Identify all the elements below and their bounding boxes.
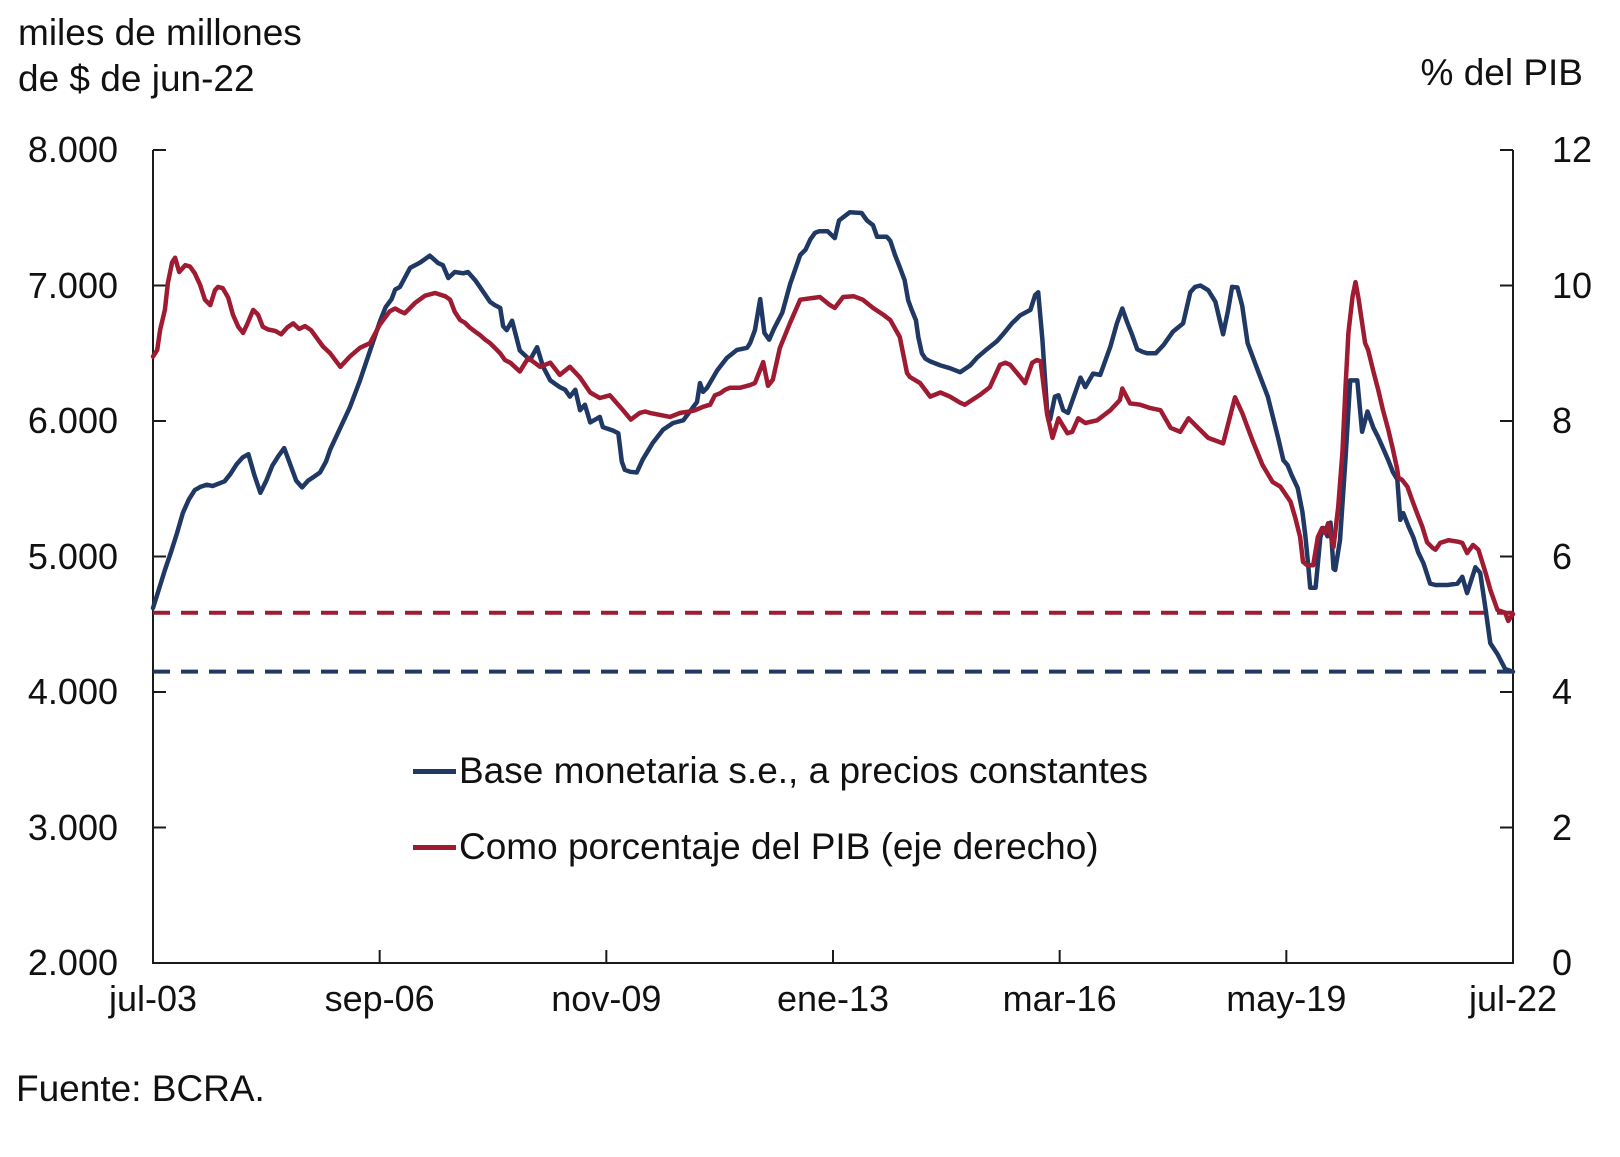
y-right-tick-label: 12 [1552,129,1593,170]
y-right-tick-label: 0 [1552,942,1573,983]
y-left-tick-label: 5.000 [27,535,118,577]
legend-line-swatch-red [413,844,456,850]
y-right-tick-label: 6 [1552,535,1573,577]
source-note: Fuente: BCRA. [16,1068,265,1109]
legend-line-swatch-blue [413,768,456,774]
y-left-tick-label: 6.000 [27,400,118,441]
series-line-porcentaje-pib [150,255,1516,624]
y-right-tick-label: 8 [1552,400,1573,441]
x-tick-label: mar-16 [1002,978,1117,1019]
x-tick-label: ene-13 [776,978,890,1019]
x-tick-label: jul-22 [1468,978,1558,1019]
right-axis-title: % del PIB [1420,52,1583,93]
x-tick-label: jul-03 [108,978,198,1019]
legend-item-base-monetaria: Base monetaria s.e., a precios constante… [413,749,1148,793]
legend-label: Base monetaria s.e., a precios constante… [459,750,1148,791]
y-right-tick-label: 4 [1552,671,1573,712]
series-line-base-monetaria [150,210,1516,674]
x-tick-label: may-19 [1226,978,1347,1019]
x-tick-label: sep-06 [324,978,435,1019]
x-tick-label: nov-09 [551,978,662,1019]
y-left-tick-label: 4.000 [27,671,118,712]
legend-item-porcentaje-pib: Como porcentaje del PIB (eje derecho) [413,825,1099,869]
y-right-tick-label: 2 [1552,806,1573,848]
y-left-tick-label: 7.000 [27,264,118,306]
legend-label: Como porcentaje del PIB (eje derecho) [459,826,1099,867]
y-right-tick-label: 10 [1552,264,1593,306]
y-left-tick-label: 2.000 [27,942,118,983]
left-axis-title: miles de millones de $ de jun-22 [18,12,302,99]
y-left-tick-label: 8.000 [27,129,118,170]
y-left-tick-label: 3.000 [27,806,118,848]
